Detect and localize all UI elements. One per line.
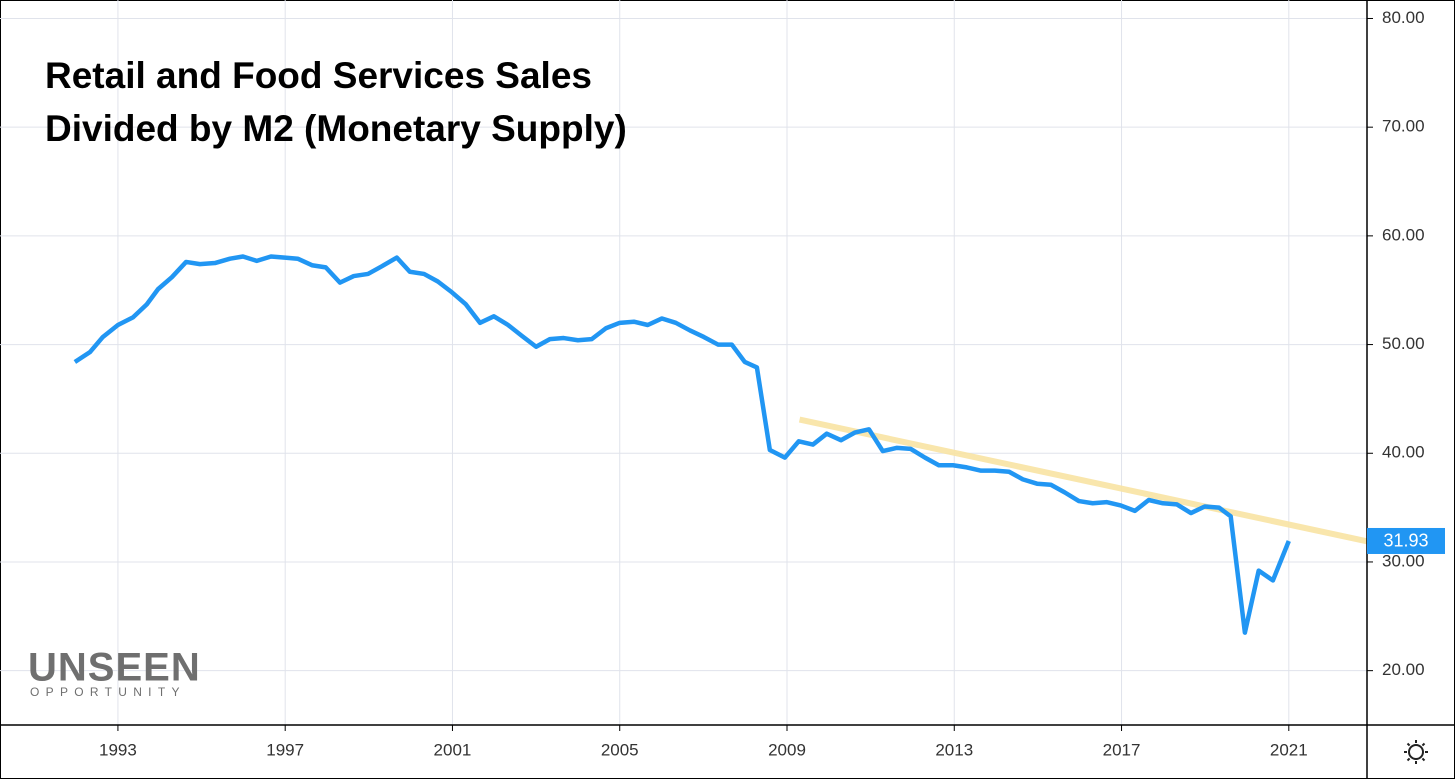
y-tick-label: 80.00 [1382,8,1425,27]
x-tick-label: 2017 [1103,740,1141,759]
last-value-label: 31.93 [1383,531,1428,551]
line [73,254,1291,635]
logo-sub: OPPORTUNITY [30,685,186,699]
y-tick-label: 30.00 [1382,551,1425,570]
x-tick-label: 1997 [266,740,304,759]
marks [73,254,1368,635]
y-tick-label: 50.00 [1382,334,1425,353]
x-tick-label: 2013 [935,740,973,759]
x-tick-label: 2009 [768,740,806,759]
y-tick-label: 20.00 [1382,660,1425,679]
trend-line [798,416,1368,545]
x-tick-label: 1993 [99,740,137,759]
y-tick-label: 60.00 [1382,225,1425,244]
settings-icon[interactable] [1404,740,1428,764]
y-tick-label: 40.00 [1382,443,1425,462]
chart-title: Divided by M2 (Monetary Supply) [45,108,627,149]
x-tick-label: 2021 [1270,740,1308,759]
last-value-box [1367,527,1445,554]
x-tick-label: 2001 [434,740,472,759]
x-tick-label: 2005 [601,740,639,759]
grid [0,0,1367,725]
y-tick-label: 70.00 [1382,117,1425,136]
logo: UNSEEN [28,646,201,690]
chart-title: Retail and Food Services Sales [45,55,592,96]
